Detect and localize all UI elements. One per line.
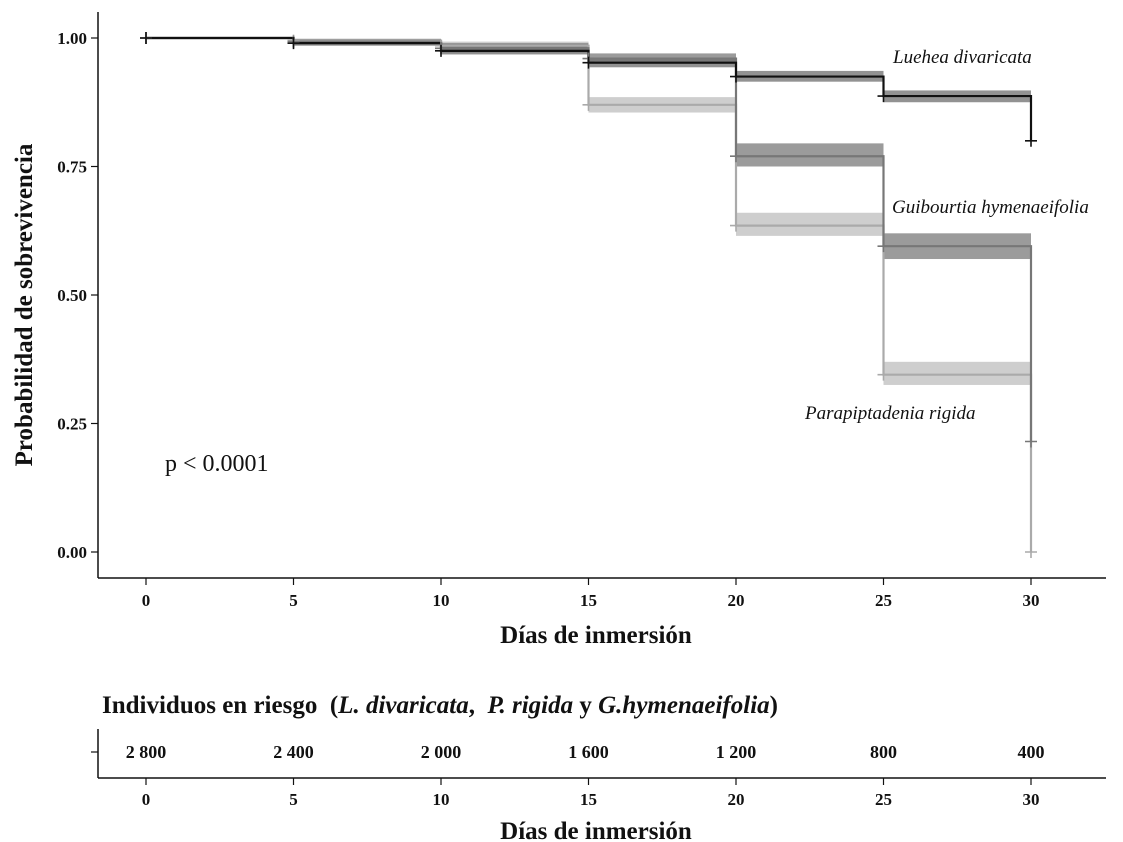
risk-title-part: y [573,692,598,719]
y-tick-label: 0.50 [57,286,87,305]
risk-table: Individuos en riesgo (L. divaricata, P. … [91,692,1106,842]
censor-mark-parapiptadenia-rigida [582,98,595,111]
censor-mark-parapiptadenia-rigida [1025,546,1037,558]
risk-title-part: P. rigida [486,692,573,719]
y-tick-label: 0.25 [57,415,87,434]
ci-band-parapiptadenia-rigida [736,212,884,236]
p-value-annotation: p < 0.0001 [165,451,269,477]
censor-mark-luehea-divaricata [140,32,152,44]
survival-curves [146,36,1033,552]
censor-mark-luehea-divaricata [1025,134,1037,147]
risk-value: 2 800 [126,742,167,762]
censor-mark-guibourtia-hymenaeifolia [877,240,890,253]
survival-plot [140,32,1037,558]
y-tick-label: 0.75 [57,158,87,177]
x-tick-label: 25 [875,591,892,610]
y-ticks: 0.00 0.25 0.50 0.75 1.00 [57,29,98,562]
risk-values: 2 800 2 400 2 000 1 600 1 200 800 400 [126,742,1045,762]
x-tick-label: 10 [433,591,450,610]
series-label-parapiptadenia: Parapiptadenia rigida [804,403,975,424]
x-tick-label: 20 [728,591,745,610]
censor-mark-guibourtia-hymenaeifolia [730,150,742,163]
x-ticks: 0 5 10 15 20 25 30 [142,578,1040,610]
censor-mark-luehea-divaricata [877,90,890,103]
y-axis-title: Probabilidad de sobrevivencia [11,143,38,466]
risk-x-tick-label: 10 [433,790,450,809]
x-tick-label: 5 [289,591,298,610]
y-tick-label: 1.00 [57,29,87,48]
y-tick-label: 0.00 [57,543,87,562]
risk-x-tick-label: 15 [580,790,597,809]
risk-title-part: ) [770,692,778,719]
risk-table-title: Individuos en riesgo (L. divaricata, P. … [102,692,778,719]
ci-band-parapiptadenia-rigida [883,361,1031,385]
risk-x-tick-label: 20 [728,790,745,809]
risk-title-part: Individuos en riesgo ( [102,692,338,719]
censor-mark-luehea-divaricata [435,44,447,57]
x-tick-label: 30 [1023,591,1040,610]
censor-mark-parapiptadenia-rigida [730,219,742,232]
risk-title-part: , [469,692,488,719]
main-axes: 0.00 0.25 0.50 0.75 1.00 0 5 10 15 20 25 30 [57,12,1106,610]
x-tick-label: 15 [580,591,597,610]
curve-parapiptadenia-rigida [146,36,1033,552]
ci-band-guibourtia-hymenaeifolia [736,143,884,167]
x-tick-label: 0 [142,591,151,610]
censor-mark-luehea-divaricata [730,70,742,83]
risk-value: 2 400 [273,742,314,762]
censor-mark-parapiptadenia-rigida [877,368,890,381]
risk-x-tick-label: 30 [1023,790,1040,809]
risk-title-part: L. divaricata [337,692,469,719]
risk-x-tick-label: 0 [142,790,151,809]
x-axis-title: Días de inmersión [500,622,692,649]
risk-x-axis-title: Días de inmersión [500,818,692,842]
censor-mark-luehea-divaricata [582,56,595,69]
risk-title-part: G.hymenaeifolia [598,692,770,719]
risk-value: 1 600 [568,742,609,762]
risk-x-ticks: 0 5 10 15 20 25 30 [142,778,1040,809]
risk-value: 1 200 [716,742,757,762]
risk-x-tick-label: 5 [289,790,298,809]
series-label-guibourtia: Guibourtia hymenaeifolia [892,197,1089,218]
censor-mark-luehea-divaricata [287,37,300,50]
risk-value: 800 [870,742,897,762]
risk-value: 400 [1018,742,1045,762]
censor-mark-guibourtia-hymenaeifolia [1025,435,1037,448]
series-label-luehea: Luehea divaricata [892,47,1032,68]
risk-value: 2 000 [421,742,462,762]
risk-x-tick-label: 25 [875,790,892,809]
censor-marks [140,32,1037,558]
